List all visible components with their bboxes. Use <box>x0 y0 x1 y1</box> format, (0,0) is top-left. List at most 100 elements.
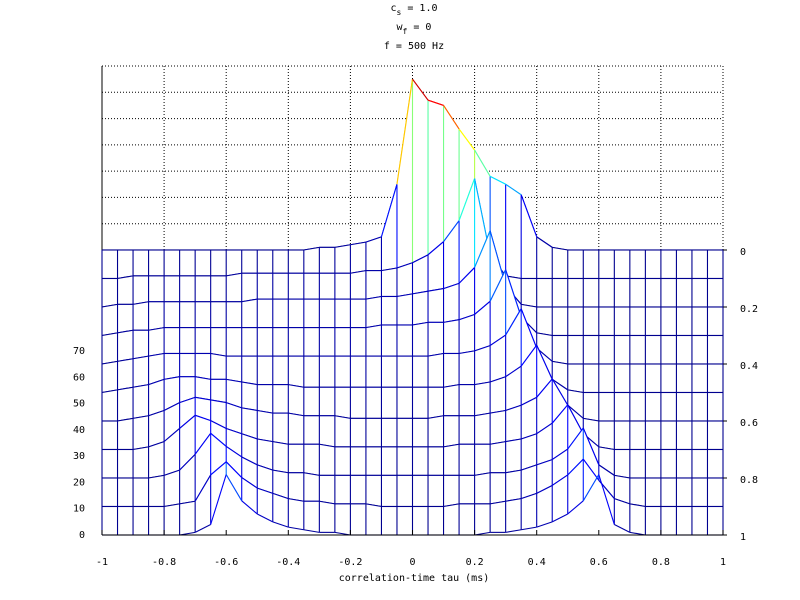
mesh-face <box>396 324 413 357</box>
mesh-face <box>552 378 568 424</box>
mesh-face <box>272 441 289 473</box>
mesh-edge <box>365 503 382 508</box>
mesh-face <box>133 250 149 276</box>
mesh-edge <box>210 352 227 357</box>
mesh-face <box>660 335 677 364</box>
mesh-edge <box>427 288 444 292</box>
mesh-face <box>505 184 522 279</box>
x-tick-label: 0 <box>409 557 415 568</box>
chart-title: wf = 0 <box>397 22 432 36</box>
mesh-face <box>521 345 537 406</box>
x-tick-label: 0.8 <box>652 557 670 568</box>
x-tick-label: -0.8 <box>152 557 176 568</box>
mesh-face <box>614 421 630 450</box>
mesh-edge <box>396 262 413 269</box>
mesh-face <box>707 506 723 535</box>
mesh-face <box>428 415 444 447</box>
mesh-face <box>707 392 723 421</box>
mesh-edge <box>288 412 304 417</box>
mesh-face <box>396 418 413 447</box>
mesh-edge <box>598 446 615 451</box>
mesh-face <box>412 387 429 419</box>
mesh-face <box>660 478 677 507</box>
mesh-face <box>645 392 661 421</box>
mesh-face <box>660 449 677 478</box>
mesh-edge <box>225 474 243 502</box>
y-tick-label: 0.6 <box>740 418 758 429</box>
mesh-face <box>319 273 335 300</box>
mesh-edge <box>427 99 444 106</box>
mesh-edge <box>117 358 134 362</box>
mesh-edge <box>288 498 304 502</box>
mesh-face <box>148 441 165 478</box>
mesh-face <box>257 488 273 522</box>
mesh-face <box>459 267 475 320</box>
mesh-face <box>164 327 180 354</box>
mesh-face <box>241 456 258 489</box>
mesh-edge <box>241 433 258 440</box>
mesh-edge <box>365 236 382 243</box>
mesh-face <box>241 273 258 302</box>
mesh-face <box>334 475 351 504</box>
mesh-edge <box>179 453 196 471</box>
mesh-edge <box>195 396 211 401</box>
mesh-face <box>660 307 677 336</box>
mesh-face <box>179 327 196 354</box>
mesh-edge <box>117 275 134 280</box>
mesh-face <box>164 428 180 476</box>
mesh-face <box>148 301 165 331</box>
mesh-face <box>660 250 677 279</box>
mesh-face <box>660 421 677 450</box>
mesh-face <box>691 449 708 478</box>
x-tick-label: 1 <box>720 557 726 568</box>
mesh-face <box>381 506 397 535</box>
mesh-edge <box>567 427 584 450</box>
mesh-face <box>691 307 708 336</box>
mesh-face <box>319 327 335 357</box>
mesh-face <box>288 384 304 416</box>
mesh-face <box>474 444 491 476</box>
mesh-face <box>552 247 568 279</box>
mesh-face <box>226 327 242 357</box>
mesh-face <box>334 273 351 300</box>
mesh-face <box>428 288 444 323</box>
mesh-edge <box>598 474 615 525</box>
mesh-face <box>195 250 211 276</box>
mesh-face <box>241 407 258 439</box>
mesh-face <box>459 178 475 284</box>
mesh-edge <box>132 355 149 360</box>
title-part: s <box>397 8 402 17</box>
mesh-face <box>272 384 289 414</box>
mesh-face <box>319 247 335 274</box>
mesh-face <box>474 381 491 416</box>
mesh-edge <box>551 474 569 486</box>
mesh-face <box>241 250 258 274</box>
mesh-edge <box>520 433 537 440</box>
mesh-face <box>164 402 180 442</box>
mesh-face <box>598 421 615 450</box>
mesh-face <box>629 307 646 336</box>
mesh-face <box>319 387 335 416</box>
mesh-face <box>396 506 413 535</box>
mesh-face <box>614 335 630 364</box>
mesh-face <box>629 335 646 364</box>
mesh-edge <box>350 270 367 274</box>
x-tick-label: 0.4 <box>528 557 546 568</box>
mesh-face <box>552 449 568 486</box>
mesh-edge <box>474 149 491 177</box>
mesh-edge <box>505 308 522 336</box>
mesh-face <box>396 262 413 297</box>
mesh-face <box>676 449 692 478</box>
mesh-face <box>365 387 382 419</box>
mesh-face <box>614 392 630 421</box>
mesh-face <box>210 301 227 328</box>
mesh-edge <box>520 464 537 471</box>
mesh-face <box>102 250 118 279</box>
mesh-edge <box>257 464 273 471</box>
mesh-edge <box>194 432 212 455</box>
mesh-face <box>148 353 165 385</box>
mesh-face <box>459 350 475 385</box>
mesh-edge <box>380 184 398 238</box>
mesh-face <box>148 506 165 535</box>
mesh-face <box>226 356 242 382</box>
